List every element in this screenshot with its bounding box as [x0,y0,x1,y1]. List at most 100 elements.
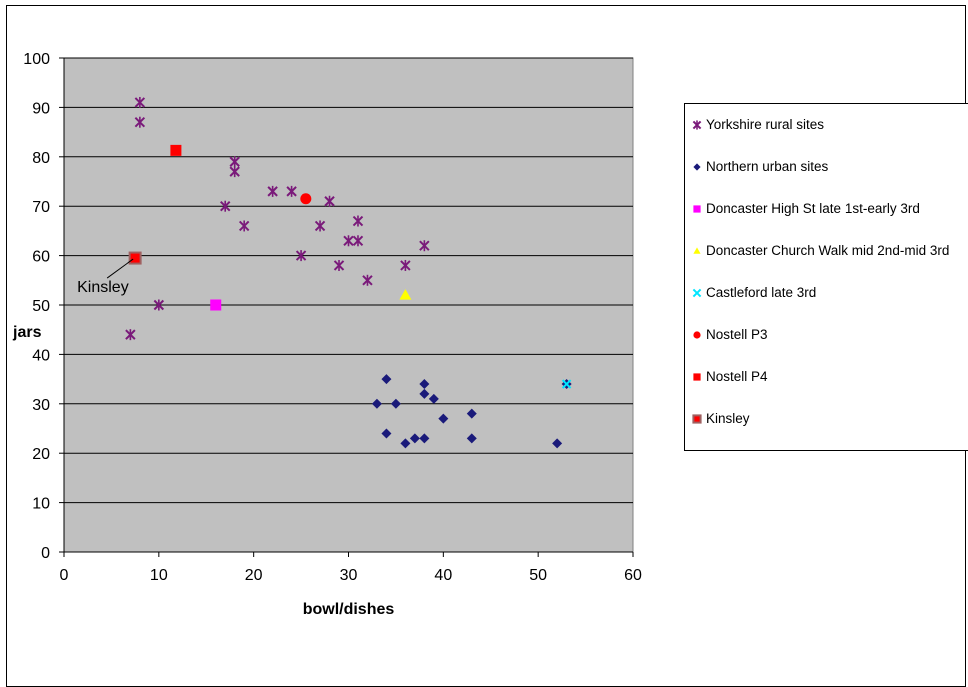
point-northern-urban-sites [381,374,392,385]
x-axis-title: bowl/dishes [303,601,395,618]
point-northern-urban-sites [419,433,430,444]
legend-marker-doncaster-church-walk-mid-2nd-mid-3rd [693,247,701,254]
legend-symbol [693,247,701,254]
legend: Yorkshire rural sites Northern urban site… [684,103,968,451]
point-northern-urban-sites [409,433,420,444]
x-tick-label: 60 [624,567,642,584]
y-tick-label: 0 [41,545,50,562]
x-tick-label: 50 [529,567,547,584]
legend-symbol [692,414,702,424]
point-northern-urban-sites [419,388,430,399]
point-northern-urban-sites [438,413,449,424]
x-tick-label: 20 [245,567,263,584]
legend-item-doncaster-high-st-late-1st-early-3rd: Doncaster High St late 1st-early 3rd [691,201,968,217]
point-yorkshire-rural-sites [400,259,411,271]
legend-label: Doncaster Church Walk mid 2nd-mid 3rd [706,243,950,258]
point-yorkshire-rural-sites [220,200,231,212]
point-kinsley [128,251,142,265]
x-tick-label: 30 [340,567,358,584]
point-yorkshire-rural-sites [352,235,364,247]
legend-marker-castleford-late-3rd [692,288,702,298]
annotations: Kinsley [77,258,134,296]
point-northern-urban-sites [428,393,439,404]
point-yorkshire-rural-sites [229,156,240,168]
legend-label: Doncaster High St late 1st-early 3rd [706,201,920,216]
point-northern-urban-sites [466,433,477,444]
y-tick-label: 30 [32,397,50,414]
legend-symbol [693,331,701,339]
legend-symbol [692,288,702,298]
legend-label: Nostell P4 [706,369,768,384]
legend-label: Northern urban sites [706,159,829,174]
point-castleford-late-3rd [561,379,572,389]
annotation-label: Kinsley [77,279,129,296]
y-tick-label: 90 [32,100,50,117]
point-yorkshire-rural-sites [125,329,136,341]
point-yorkshire-rural-sites [238,220,250,232]
legend-label: Castleford late 3rd [706,285,817,300]
point-yorkshire-rural-sites [295,250,307,262]
x-tick-label: 0 [60,567,69,584]
legend-item-kinsley: Kinsley [691,411,968,427]
y-tick-label: 10 [32,496,50,513]
point-northern-urban-sites [371,398,382,409]
point-doncaster-high-st-late-1st-early-3rd [210,299,222,311]
legend-symbol [693,163,701,171]
point-northern-urban-sites [400,438,411,449]
point-yorkshire-rural-sites [134,96,146,108]
y-tick-label: 80 [32,150,50,167]
point-yorkshire-rural-sites [286,185,297,197]
point-northern-urban-sites [466,408,477,419]
legend-item-nostell-p3: Nostell P3 [691,327,968,343]
point-yorkshire-rural-sites [229,166,240,178]
scatter-chart: 0 10 20 30 40 50 60 70 80 90 100 0 10 20 30 40 50 60 Kin… [12,51,642,618]
legend-label: Yorkshire rural sites [706,117,825,132]
legend-item-castleford-late-3rd: Castleford late 3rd [691,285,968,301]
y-tick-label: 40 [32,347,50,364]
legend-label: Kinsley [706,411,750,426]
legend-item-yorkshire-rural-sites: Yorkshire rural sites [691,117,968,133]
point-yorkshire-rural-sites [314,220,326,232]
point-nostell-p4 [170,144,182,156]
data-points [125,96,572,449]
point-doncaster-church-walk-mid-2nd-mid-3rd [399,289,412,300]
point-yorkshire-rural-sites [267,185,278,197]
legend-marker-nostell-p3 [693,331,701,339]
x-tick-label: 10 [150,567,168,584]
annotation-leader-line [106,258,134,279]
legend-marker-northern-urban-sites [693,163,701,171]
y-tick-label: 60 [32,249,50,266]
x-tick-label: 40 [434,567,452,584]
point-northern-urban-sites [552,438,563,449]
point-northern-urban-sites [381,428,392,439]
legend-label: Nostell P3 [706,327,768,342]
point-yorkshire-rural-sites [134,116,146,128]
legend-symbol [693,205,701,213]
legend-item-nostell-p4: Nostell P4 [691,369,968,385]
y-tick-label: 100 [23,51,50,68]
y-axis-title: jars [12,324,42,341]
legend-marker-doncaster-high-st-late-1st-early-3rd [693,205,701,213]
point-yorkshire-rural-sites [333,259,345,271]
y-axis-ticks: 0 10 20 30 40 50 60 70 80 90 100 [23,51,64,562]
legend-marker-yorkshire-rural-sites [692,120,702,130]
legend-symbol [692,120,702,130]
y-tick-label: 20 [32,446,50,463]
legend-marker-kinsley [692,414,702,424]
point-yorkshire-rural-sites [362,274,373,286]
legend-item-doncaster-church-walk-mid-2nd-mid-3rd: Doncaster Church Walk mid 2nd-mid 3rd [691,243,968,259]
legend-symbol [693,373,701,381]
x-axis-ticks: 0 10 20 30 40 50 60 [60,552,642,584]
point-northern-urban-sites [390,398,401,409]
legend-marker-nostell-p4 [693,373,701,381]
point-yorkshire-rural-sites [324,195,335,207]
point-yorkshire-rural-sites [419,240,430,252]
y-tick-label: 70 [32,199,50,216]
point-yorkshire-rural-sites [343,235,354,247]
legend-item-northern-urban-sites: Northern urban sites [691,159,968,175]
y-tick-label: 50 [32,298,50,315]
point-northern-urban-sites [419,379,430,390]
point-nostell-p3 [300,193,312,205]
point-yorkshire-rural-sites [153,299,165,311]
point-yorkshire-rural-sites [352,215,364,227]
